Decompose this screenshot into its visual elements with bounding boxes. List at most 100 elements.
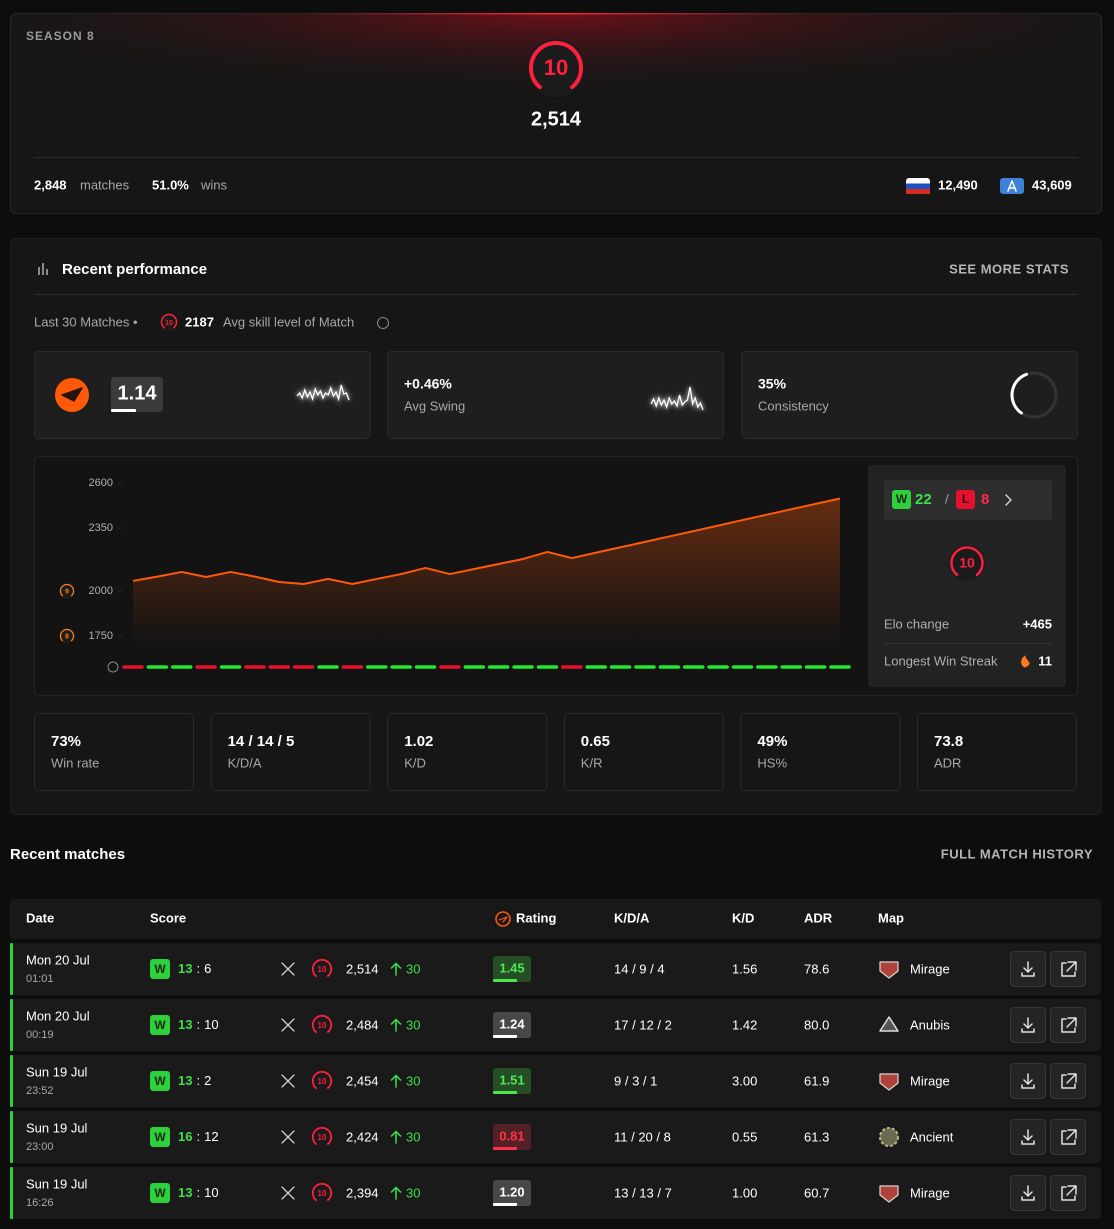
flag-stripe [906, 183, 930, 189]
result-tag-bg [150, 1071, 170, 1091]
rating: 1.51 [499, 1072, 524, 1087]
open-icon [1061, 1185, 1077, 1201]
level-badge [311, 1070, 333, 1092]
map-name: Anubis [910, 1017, 950, 1032]
y-tick-label: 2000 [89, 585, 113, 597]
see-more-link[interactable]: SEE MORE STATS [949, 261, 1069, 276]
rating-icon [495, 911, 511, 927]
elo-change: 30 [406, 1017, 420, 1032]
result-tag: W [154, 1186, 166, 1200]
match-kd: 1.00 [732, 1185, 757, 1200]
rating-box [493, 956, 531, 982]
full-history-link[interactable]: FULL MATCH HISTORY [941, 846, 1093, 861]
stat-card [917, 713, 1077, 791]
vs-icon [281, 1186, 295, 1200]
download-icon [1021, 961, 1035, 977]
level-badge [311, 958, 333, 980]
match-kda: 17 / 12 / 2 [614, 1017, 672, 1032]
elo-change: 30 [406, 1129, 420, 1144]
match-row [10, 943, 1101, 995]
level-number: 10 [318, 1077, 327, 1086]
result-tag-bg [150, 1183, 170, 1203]
elo-change: 30 [406, 1073, 420, 1088]
map-name: Mirage [910, 1073, 950, 1088]
win-tag-bg [892, 490, 911, 509]
match-row [10, 1167, 1101, 1219]
stat-value: 14 / 14 / 5 [228, 733, 295, 750]
elo-line [132, 497, 841, 585]
flame-icon [1021, 655, 1030, 668]
wins: 22 [915, 491, 932, 508]
match-kd: 3.00 [732, 1073, 757, 1088]
score-separator: : [196, 1017, 200, 1032]
match-row [10, 999, 1101, 1051]
score-separator: : [196, 1129, 200, 1144]
match-elo: 2,394 [346, 1185, 379, 1200]
y-tick-label: 1750 [89, 630, 113, 642]
level-arc [59, 628, 75, 642]
map-icon [879, 1185, 899, 1203]
level-mark [59, 628, 75, 644]
streak-label: Longest Win Streak [884, 653, 998, 668]
consistency-arc [1010, 372, 1028, 415]
rating-box [493, 1012, 531, 1038]
elo: 2,514 [531, 108, 582, 130]
stat-card [387, 713, 548, 791]
score-separator: : [196, 961, 200, 976]
result-stripe [10, 1111, 13, 1163]
rating-box [493, 1124, 531, 1150]
level-number: 10 [318, 965, 327, 974]
score: 13:10 [178, 1017, 219, 1032]
section-title: Recent performance [62, 261, 207, 278]
score-separator: : [196, 1073, 200, 1088]
rating: 1.24 [499, 1016, 525, 1031]
score: 13:2 [178, 1073, 211, 1088]
stat-value: 73% [51, 733, 81, 750]
elo-up-arrow [390, 1018, 402, 1032]
rating-bar [111, 409, 136, 412]
sparkline [296, 384, 350, 402]
level-arc [160, 313, 178, 329]
elo-up-arrow [390, 1186, 402, 1200]
result-tag: W [154, 1074, 166, 1088]
stats-icon [42, 263, 44, 275]
perf-card [387, 351, 724, 439]
score-own: 13 [178, 1073, 192, 1088]
match-date: Sun 19 Jul [26, 1120, 88, 1135]
level-badge [311, 1182, 333, 1204]
column-header: Rating [516, 910, 557, 925]
consistency-label: Consistency [758, 398, 829, 413]
stat-label: K/D/A [228, 755, 262, 770]
level-arc [529, 41, 583, 90]
chevron[interactable] [1005, 494, 1012, 506]
download-icon [1021, 1185, 1035, 1201]
elo-change-label: Elo change [884, 616, 949, 631]
open-icon [1061, 1017, 1077, 1033]
stat-label: K/D [404, 755, 426, 770]
rating-box [493, 1068, 531, 1094]
matches-label: matches [80, 177, 130, 192]
losses: 8 [981, 491, 989, 508]
map-icon [879, 1073, 899, 1091]
rating-bar [493, 979, 517, 982]
download-icon [1021, 1017, 1035, 1033]
match-time: 23:52 [26, 1085, 54, 1097]
match-adr: 60.7 [804, 1185, 829, 1200]
country-rank: 12,490 [938, 177, 978, 192]
level-arc [311, 958, 333, 977]
section-title: Recent matches [10, 846, 125, 863]
vs-icon [281, 1018, 295, 1032]
match-elo: 2,514 [346, 961, 379, 976]
period: Last 30 Matches • [34, 314, 138, 329]
match-row [10, 1055, 1101, 1107]
season-label: SEASON 8 [26, 29, 95, 43]
column-header: K/D [732, 910, 754, 925]
match-kda: 13 / 13 / 7 [614, 1185, 672, 1200]
rating-bar [493, 1035, 517, 1038]
match-kd: 0.55 [732, 1129, 757, 1144]
stat-card [563, 713, 724, 791]
stat-value: 49% [757, 733, 787, 750]
stat-label: K/R [581, 755, 603, 770]
match-date: Mon 20 Jul [26, 1008, 90, 1023]
